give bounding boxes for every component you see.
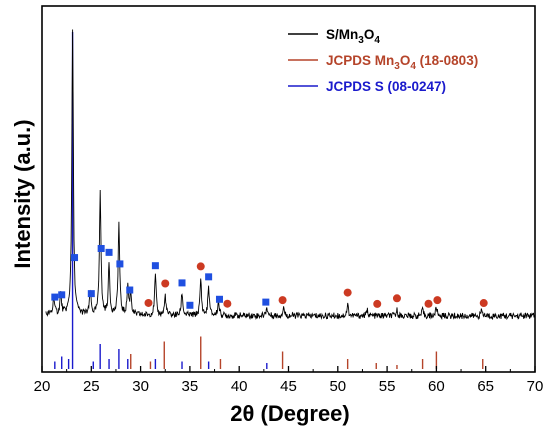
mn3o4-peak-marker bbox=[223, 299, 232, 308]
s-peak-marker bbox=[51, 293, 59, 301]
mn3o4-peak-marker bbox=[343, 288, 352, 297]
x-tick-label: 25 bbox=[83, 378, 100, 395]
x-axis-label: 2θ (Degree) bbox=[230, 401, 350, 426]
s-peak-marker bbox=[126, 286, 134, 294]
mn3o4-peak-marker bbox=[392, 294, 401, 303]
x-tick-label: 20 bbox=[34, 378, 51, 395]
mn3o4-peak-marker bbox=[424, 299, 433, 308]
x-tick-label: 50 bbox=[329, 378, 346, 395]
y-axis-label: Intensity (a.u.) bbox=[10, 119, 35, 268]
s-peak-marker bbox=[58, 291, 66, 299]
pattern-layer bbox=[45, 29, 535, 321]
mn3o4-peak-marker bbox=[161, 279, 170, 288]
s-peak-marker bbox=[97, 244, 105, 252]
s-peak-marker bbox=[87, 290, 95, 298]
s-peak-marker bbox=[186, 301, 194, 309]
x-tick-label: 30 bbox=[132, 378, 149, 395]
legend-label: JCPDS Mn3O4 (18-0803) bbox=[326, 53, 478, 72]
s-peak-marker bbox=[151, 262, 159, 270]
mn3o4-peak-marker bbox=[373, 299, 382, 308]
mn3o4-peak-marker bbox=[433, 296, 442, 305]
x-ticks: 20 25 30 35 40 45 50 55 60 65 70 bbox=[34, 366, 544, 395]
s-peak-marker bbox=[71, 254, 79, 262]
legend: S/Mn3O4 JCPDS Mn3O4 (18-0803) JCPDS S (08-… bbox=[288, 27, 478, 94]
x-tick-label: 65 bbox=[477, 378, 494, 395]
mn3o4-peak-marker bbox=[144, 298, 153, 307]
s-peak-marker bbox=[205, 273, 213, 281]
x-tick-label: 45 bbox=[280, 378, 297, 395]
s-peak-marker bbox=[262, 298, 270, 306]
xrd-pattern-line bbox=[45, 29, 535, 321]
reference-lines bbox=[54, 32, 484, 369]
peak-markers bbox=[51, 244, 488, 309]
mn3o4-peak-marker bbox=[196, 262, 205, 271]
s-peak-marker bbox=[105, 248, 113, 256]
x-tick-label: 40 bbox=[231, 378, 248, 395]
s-peak-marker bbox=[178, 279, 186, 287]
s-peak-marker bbox=[116, 260, 124, 268]
legend-label: S/Mn3O4 bbox=[326, 27, 380, 46]
x-tick-label: 60 bbox=[428, 378, 445, 395]
mn3o4-peak-marker bbox=[278, 296, 287, 305]
x-tick-label: 35 bbox=[182, 378, 199, 395]
mn3o4-peak-marker bbox=[479, 299, 488, 308]
s-peak-marker bbox=[215, 295, 223, 303]
legend-label: JCPDS S (08-0247) bbox=[326, 79, 446, 94]
x-tick-label: 55 bbox=[379, 378, 396, 395]
x-tick-label: 70 bbox=[527, 378, 544, 395]
